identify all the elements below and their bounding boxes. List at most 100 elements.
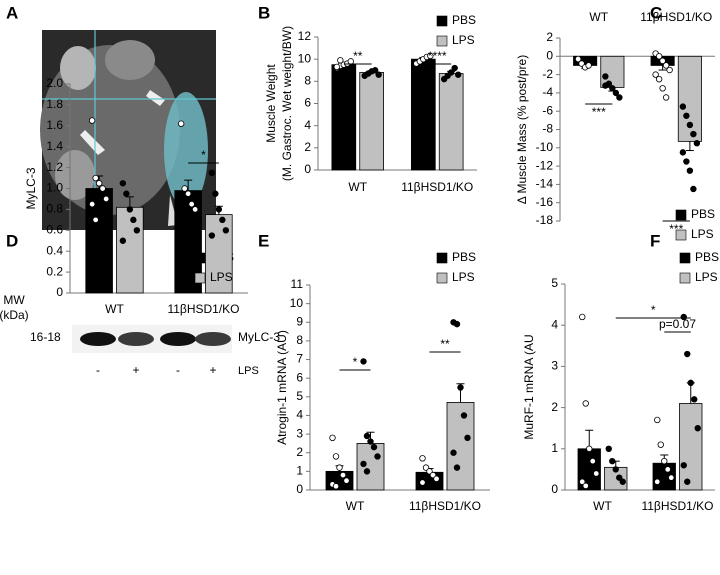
panel-label: E	[258, 231, 269, 250]
y-tick-label: 0.6	[46, 222, 63, 236]
y-tick-label: 1.8	[46, 97, 63, 111]
legend-label: LPS	[210, 270, 233, 284]
panel-label: F	[650, 231, 660, 250]
data-point	[616, 94, 623, 101]
y-tick-label: 10	[290, 296, 304, 310]
blot-lane-label: -	[176, 363, 180, 377]
data-point	[453, 320, 461, 328]
y-axis-label: Δ Muscle Mass (% post/pre)	[515, 55, 529, 204]
y-axis-label: MuRF-1 mRNA (AU	[522, 334, 536, 439]
y-tick-label: 10	[298, 51, 312, 65]
panel-label: A	[6, 3, 18, 22]
data-point	[655, 75, 663, 83]
data-point	[619, 478, 626, 485]
data-point	[375, 71, 382, 78]
data-point	[343, 477, 350, 484]
blot-lane-label: +	[132, 363, 139, 377]
y-tick-label: 7	[296, 352, 303, 366]
x-tick-label: WT	[348, 180, 367, 194]
significance-label: ***	[669, 222, 683, 236]
data-point	[419, 455, 426, 462]
panel-label: C	[650, 3, 662, 22]
y-tick-label: 1	[551, 441, 558, 455]
blot-lane-label: +	[209, 363, 216, 377]
data-point	[177, 120, 185, 127]
y-tick-label: 4	[551, 317, 558, 331]
x-tick-label: 11βHSD1/KO	[401, 180, 473, 194]
y-tick-label: 1.4	[46, 139, 63, 153]
data-point	[188, 200, 195, 208]
data-point	[687, 379, 694, 387]
significance-label: *	[353, 355, 358, 369]
data-point	[659, 85, 666, 92]
data-point	[691, 396, 698, 403]
data-point	[450, 449, 457, 456]
data-point	[88, 200, 96, 208]
data-point	[367, 438, 374, 445]
data-point	[447, 69, 455, 76]
data-point	[612, 89, 620, 97]
data-point	[666, 66, 673, 74]
legend-swatch	[436, 272, 448, 284]
y-tick-label: -16	[536, 195, 554, 209]
y-tick-label: 12	[298, 29, 312, 43]
bar	[677, 55, 702, 142]
blot-band-label: MyLC-3	[238, 330, 280, 344]
data-point	[453, 464, 461, 471]
data-point	[661, 457, 668, 465]
x-tick-label: 11βHSD1/KO	[167, 302, 239, 316]
blot-band	[118, 332, 154, 346]
bar	[205, 214, 233, 294]
legend-label: PBS	[452, 250, 476, 264]
legend-label: LPS	[695, 270, 718, 284]
y-tick-label: 0	[546, 48, 553, 62]
significance-label: p=0.07	[659, 317, 696, 331]
legend-swatch	[679, 272, 691, 284]
legend-swatch	[436, 252, 448, 264]
data-point	[593, 470, 600, 477]
y-tick-label: 2	[304, 140, 311, 154]
data-point	[579, 478, 586, 485]
data-point	[662, 94, 670, 101]
significance-label: **	[440, 337, 450, 351]
data-point	[684, 350, 691, 358]
data-point	[655, 53, 663, 60]
y-tick-label: 8	[304, 74, 311, 88]
data-point	[123, 190, 130, 197]
data-point	[337, 57, 344, 64]
data-point	[126, 206, 134, 213]
data-point	[184, 190, 192, 197]
blot-band	[195, 332, 231, 346]
data-point	[652, 71, 659, 78]
panel-label: B	[258, 3, 270, 22]
data-point	[329, 434, 336, 442]
y-tick-label: -12	[536, 158, 554, 172]
y-tick-label: -2	[542, 67, 553, 81]
y-tick-label: 2	[551, 400, 558, 414]
data-point	[208, 232, 216, 239]
legend-swatch	[436, 35, 448, 47]
x-tick-label: WT	[589, 10, 608, 24]
y-tick-label: 5	[551, 276, 558, 290]
data-point	[212, 190, 219, 197]
data-point	[683, 158, 690, 165]
data-point	[662, 62, 670, 69]
y-tick-label: 3	[551, 359, 558, 373]
data-point	[99, 185, 106, 192]
data-point	[582, 482, 589, 490]
y-tick-label: 0.2	[46, 264, 63, 278]
legend-swatch	[675, 229, 687, 241]
data-point	[585, 62, 592, 69]
data-point	[679, 149, 687, 156]
y-axis-label: Atrogin-1 mRNA (AU)	[275, 330, 289, 445]
data-point	[654, 416, 661, 424]
data-point	[371, 67, 379, 74]
data-point	[191, 206, 199, 213]
legend-label: LPS	[452, 33, 475, 47]
data-point	[419, 479, 426, 486]
y-tick-label: 6	[296, 370, 303, 384]
y-axis-label: (M. Gastroc. Wet weight/BW)	[280, 26, 294, 181]
data-point	[92, 174, 99, 182]
y-axis-label: Muscle Weight	[264, 64, 278, 143]
x-tick-label: WT	[346, 499, 365, 513]
